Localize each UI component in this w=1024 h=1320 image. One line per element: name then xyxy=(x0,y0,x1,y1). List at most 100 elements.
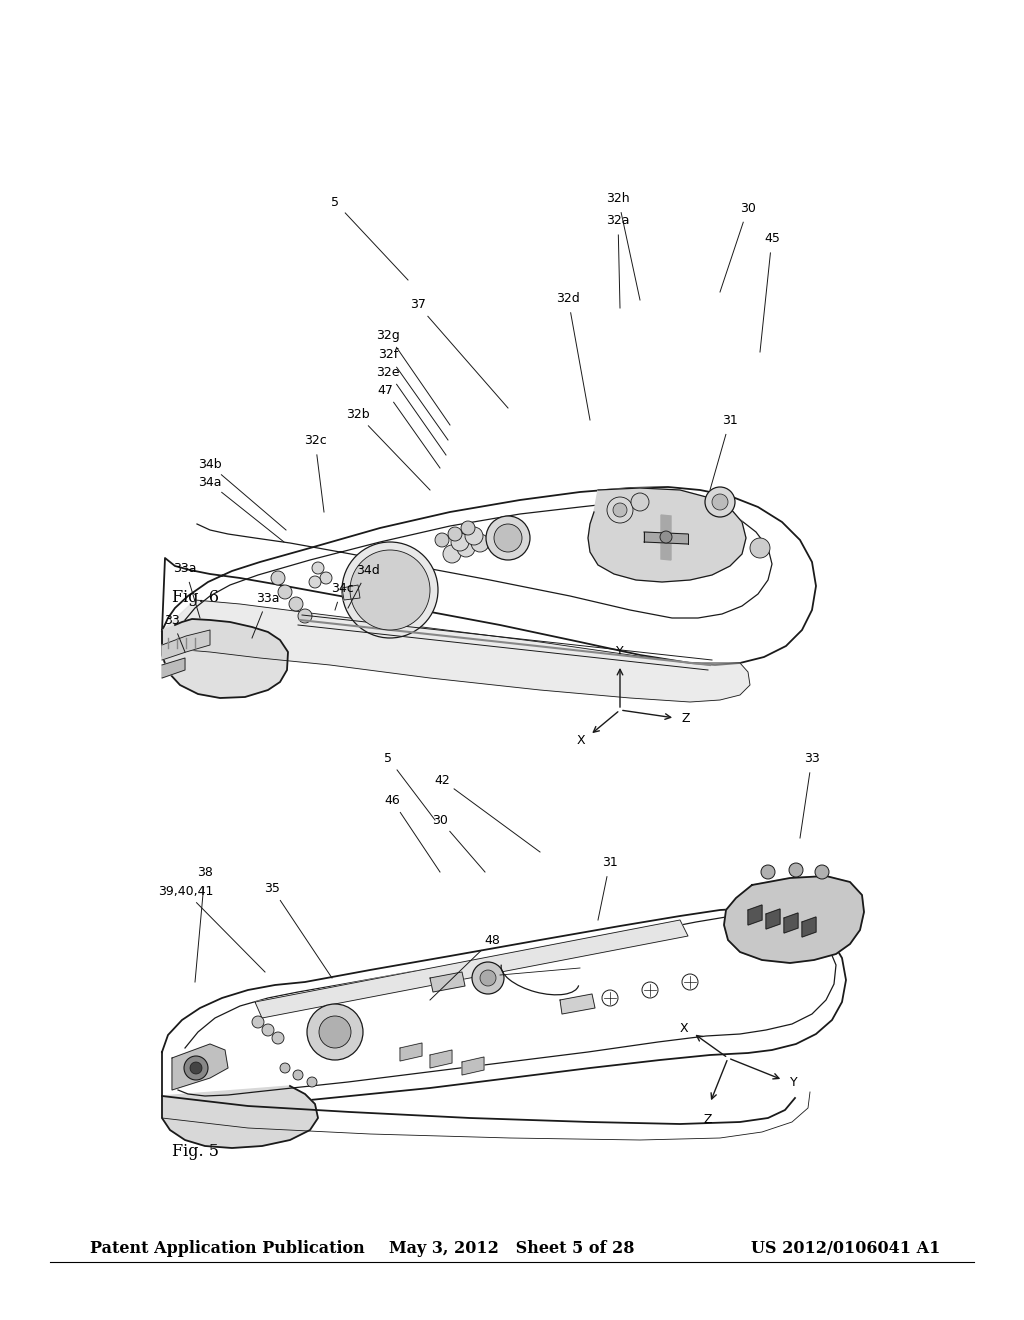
Text: 32b: 32b xyxy=(346,408,370,421)
Circle shape xyxy=(307,1077,317,1086)
Text: X: X xyxy=(679,1022,688,1035)
Text: Z: Z xyxy=(703,1113,713,1126)
Polygon shape xyxy=(748,906,762,925)
Circle shape xyxy=(252,1016,264,1028)
Polygon shape xyxy=(400,1043,422,1061)
Polygon shape xyxy=(724,876,864,964)
Polygon shape xyxy=(560,994,595,1014)
Circle shape xyxy=(289,597,303,611)
Polygon shape xyxy=(430,1049,452,1068)
Text: 33: 33 xyxy=(804,751,820,764)
Polygon shape xyxy=(162,601,750,702)
Text: 34a: 34a xyxy=(199,477,222,490)
Text: 32g: 32g xyxy=(376,329,400,342)
Text: Fig. 6: Fig. 6 xyxy=(172,590,219,606)
Circle shape xyxy=(449,527,462,541)
Polygon shape xyxy=(802,917,816,937)
Text: Patent Application Publication: Patent Application Publication xyxy=(90,1239,365,1257)
Circle shape xyxy=(761,865,775,879)
Polygon shape xyxy=(172,1044,228,1090)
Polygon shape xyxy=(162,908,846,1107)
Circle shape xyxy=(790,863,803,876)
Circle shape xyxy=(750,539,770,558)
Text: 33a: 33a xyxy=(173,561,197,574)
Circle shape xyxy=(712,494,728,510)
Circle shape xyxy=(262,1024,274,1036)
Circle shape xyxy=(613,503,627,517)
Circle shape xyxy=(472,962,504,994)
Text: Y: Y xyxy=(790,1077,798,1089)
Circle shape xyxy=(272,1032,284,1044)
Circle shape xyxy=(298,609,312,623)
Circle shape xyxy=(457,539,475,557)
Text: 32h: 32h xyxy=(606,191,630,205)
Text: Fig. 5: Fig. 5 xyxy=(172,1143,219,1159)
Polygon shape xyxy=(430,972,465,993)
Text: 35: 35 xyxy=(264,882,280,895)
Text: 45: 45 xyxy=(764,231,780,244)
Text: 34d: 34d xyxy=(356,564,380,577)
Text: 31: 31 xyxy=(722,413,738,426)
Polygon shape xyxy=(784,913,798,933)
Circle shape xyxy=(631,492,649,511)
Text: 31: 31 xyxy=(602,855,617,869)
Circle shape xyxy=(280,1063,290,1073)
Text: 30: 30 xyxy=(432,813,447,826)
Circle shape xyxy=(451,533,469,550)
Text: 32e: 32e xyxy=(376,366,399,379)
Text: 34c: 34c xyxy=(331,582,353,594)
Circle shape xyxy=(350,550,430,630)
Polygon shape xyxy=(588,488,746,582)
Text: 48: 48 xyxy=(484,933,500,946)
Circle shape xyxy=(307,1005,362,1060)
Polygon shape xyxy=(162,619,288,698)
Circle shape xyxy=(465,527,483,545)
Polygon shape xyxy=(766,909,780,929)
Circle shape xyxy=(435,533,449,546)
Circle shape xyxy=(815,865,829,879)
Text: 32c: 32c xyxy=(304,433,327,446)
Circle shape xyxy=(271,572,285,585)
Polygon shape xyxy=(644,532,688,544)
Text: 42: 42 xyxy=(434,774,450,787)
Text: 32d: 32d xyxy=(556,292,580,305)
Text: 32f: 32f xyxy=(378,348,398,362)
Text: US 2012/0106041 A1: US 2012/0106041 A1 xyxy=(751,1239,940,1257)
Circle shape xyxy=(607,498,633,523)
Circle shape xyxy=(184,1056,208,1080)
Text: 32a: 32a xyxy=(606,214,630,227)
Text: 46: 46 xyxy=(384,793,400,807)
Text: 39,40,41: 39,40,41 xyxy=(159,886,214,899)
Circle shape xyxy=(309,576,321,587)
Polygon shape xyxy=(162,487,816,665)
Polygon shape xyxy=(462,1057,484,1074)
Text: 47: 47 xyxy=(377,384,393,396)
Polygon shape xyxy=(162,1086,318,1148)
Circle shape xyxy=(319,1016,351,1048)
Text: Z: Z xyxy=(682,711,690,725)
Circle shape xyxy=(190,1063,202,1074)
Text: X: X xyxy=(577,734,585,747)
Polygon shape xyxy=(342,585,360,601)
Circle shape xyxy=(278,585,292,599)
Circle shape xyxy=(660,531,672,543)
Polygon shape xyxy=(662,515,671,560)
Polygon shape xyxy=(162,657,185,678)
Circle shape xyxy=(494,524,522,552)
Circle shape xyxy=(342,543,438,638)
Circle shape xyxy=(486,516,530,560)
Text: 37: 37 xyxy=(410,298,426,312)
Circle shape xyxy=(471,535,489,552)
Text: Y: Y xyxy=(616,645,624,657)
Polygon shape xyxy=(255,920,688,1018)
Text: 5: 5 xyxy=(331,195,339,209)
Circle shape xyxy=(461,521,475,535)
Circle shape xyxy=(443,545,461,564)
Text: 33a: 33a xyxy=(256,591,280,605)
Text: 38: 38 xyxy=(197,866,213,879)
Circle shape xyxy=(319,572,332,583)
Text: 30: 30 xyxy=(740,202,756,214)
Text: 33: 33 xyxy=(164,614,180,627)
Text: 34b: 34b xyxy=(199,458,222,471)
Circle shape xyxy=(293,1071,303,1080)
